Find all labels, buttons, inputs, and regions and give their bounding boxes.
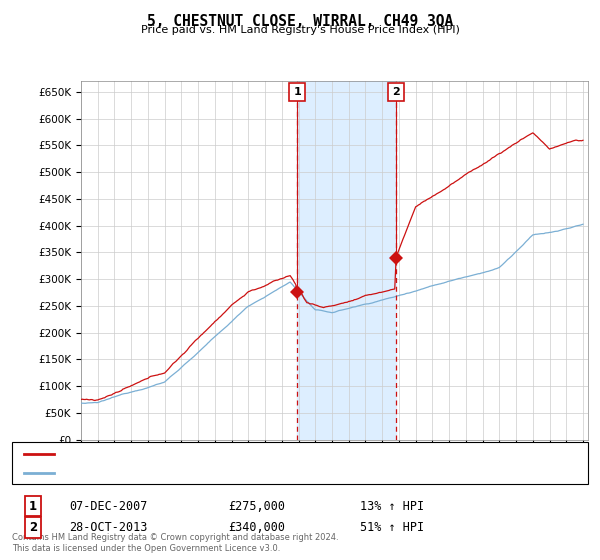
- Text: 28-OCT-2013: 28-OCT-2013: [69, 521, 148, 534]
- Text: 07-DEC-2007: 07-DEC-2007: [69, 500, 148, 513]
- Text: 51% ↑ HPI: 51% ↑ HPI: [360, 521, 424, 534]
- Text: Contains HM Land Registry data © Crown copyright and database right 2024.
This d: Contains HM Land Registry data © Crown c…: [12, 533, 338, 553]
- Text: HPI: Average price, detached house, Wirral: HPI: Average price, detached house, Wirr…: [63, 468, 287, 478]
- Text: 1: 1: [29, 500, 37, 513]
- Text: 13% ↑ HPI: 13% ↑ HPI: [360, 500, 424, 513]
- Text: 2: 2: [392, 87, 400, 97]
- Text: 1: 1: [293, 87, 301, 97]
- Text: 5, CHESTNUT CLOSE, WIRRAL, CH49 3QA: 5, CHESTNUT CLOSE, WIRRAL, CH49 3QA: [147, 14, 453, 29]
- Text: £275,000: £275,000: [228, 500, 285, 513]
- Text: Price paid vs. HM Land Registry's House Price Index (HPI): Price paid vs. HM Land Registry's House …: [140, 25, 460, 35]
- Text: £340,000: £340,000: [228, 521, 285, 534]
- Text: 2: 2: [29, 521, 37, 534]
- Text: 5, CHESTNUT CLOSE, WIRRAL, CH49 3QA (detached house): 5, CHESTNUT CLOSE, WIRRAL, CH49 3QA (det…: [63, 449, 371, 459]
- Bar: [297, 81, 396, 440]
